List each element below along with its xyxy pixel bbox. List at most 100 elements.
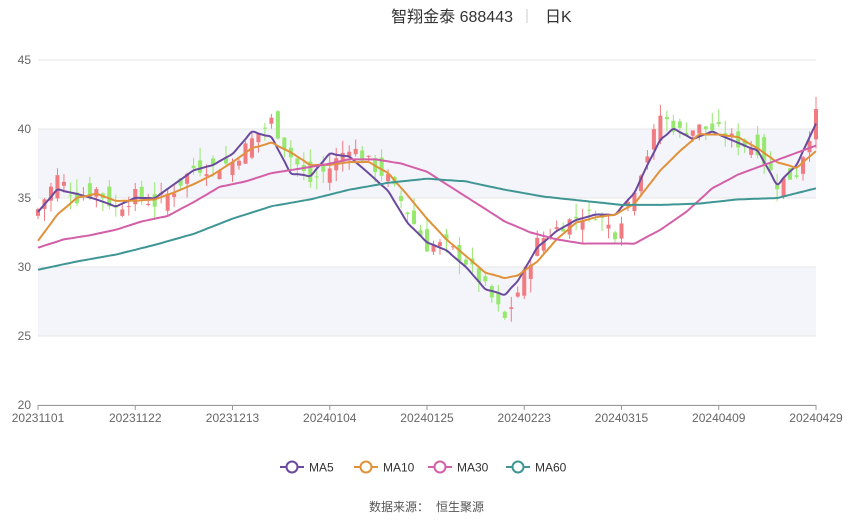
- candle-body: [68, 195, 73, 197]
- chart-title: 智翔金泰 688443 日K: [391, 8, 572, 26]
- x-tick-label: 20240223: [498, 411, 552, 425]
- legend-marker: [511, 460, 525, 474]
- candle-body: [269, 117, 274, 124]
- candle-body: [496, 292, 501, 305]
- source-value: 恒生聚源: [436, 500, 484, 514]
- candle-body: [379, 157, 384, 176]
- ma-line-ma60: [37, 177, 817, 271]
- candle-body: [710, 123, 715, 131]
- chart-title-stock: 智翔金泰 688443: [391, 8, 513, 26]
- candle-body: [126, 206, 131, 208]
- candle-body: [431, 245, 436, 252]
- candle-body: [165, 193, 170, 211]
- candle-body: [139, 186, 144, 199]
- candle-body: [522, 269, 527, 296]
- candle-body: [651, 129, 656, 150]
- candle-body: [703, 126, 708, 130]
- plot-band: [38, 267, 816, 336]
- candle-body: [418, 230, 423, 237]
- candle-body: [262, 127, 267, 129]
- candle-body: [574, 216, 579, 219]
- x-tick-label: 20240125: [400, 411, 454, 425]
- legend-item-ma30: MA30: [428, 460, 489, 475]
- candle-body: [807, 141, 812, 153]
- candle-body: [671, 120, 676, 132]
- candle-body: [690, 130, 695, 136]
- x-tick-label: 20240429: [789, 411, 843, 425]
- y-tick-label: 40: [18, 122, 32, 136]
- candle-body: [528, 264, 533, 279]
- legend-marker: [433, 460, 447, 474]
- ma-line-ma30: [37, 144, 817, 249]
- candle-body: [230, 162, 235, 176]
- candle-body: [645, 156, 650, 163]
- candle-body: [314, 176, 319, 178]
- candle-body: [736, 131, 741, 148]
- candle-body: [353, 148, 358, 155]
- candle-body: [217, 170, 222, 180]
- x-tick-label: 20240315: [595, 411, 649, 425]
- candle-body: [749, 148, 754, 155]
- candle-body: [120, 209, 125, 216]
- chart-title-period: 日K: [545, 9, 572, 26]
- candle-body: [340, 152, 345, 162]
- candle-body: [211, 158, 216, 166]
- candle-body: [613, 232, 618, 240]
- candle-body: [204, 174, 209, 177]
- candle-body: [463, 259, 468, 265]
- plot-bands: [38, 129, 816, 336]
- candle-body: [567, 219, 572, 235]
- candle-body: [768, 162, 773, 171]
- candle-body: [554, 227, 559, 229]
- candle-body: [236, 160, 241, 166]
- candle-body: [541, 238, 546, 251]
- candle-body: [788, 168, 793, 180]
- legend-marker: [285, 460, 299, 474]
- legend-item-ma60: MA60: [506, 460, 567, 475]
- candle-body: [794, 175, 799, 177]
- x-tick-label: 20231101: [12, 411, 65, 425]
- candle-body: [399, 195, 404, 201]
- candle-body: [775, 184, 780, 190]
- candle-body: [386, 174, 391, 182]
- candle-body: [483, 276, 488, 282]
- candle-body: [412, 210, 417, 224]
- candle-body: [606, 224, 611, 229]
- source-label: 数据来源：: [369, 499, 429, 514]
- y-tick-label: 45: [18, 53, 32, 67]
- candle-body: [366, 155, 371, 157]
- candle-body: [801, 157, 806, 174]
- legend-label: MA5: [309, 461, 334, 475]
- x-tick-label: 20240104: [303, 411, 357, 425]
- candle-body: [729, 133, 734, 137]
- candle-body: [677, 121, 682, 128]
- candle-body: [282, 137, 287, 149]
- candle-body: [755, 134, 760, 156]
- candle-body: [224, 157, 229, 164]
- candle-body: [716, 122, 721, 124]
- candle-body: [437, 242, 442, 247]
- moving-average-lines: [37, 123, 817, 296]
- x-axis: 20231101 20231122 20231213 20240104 20240125…: [12, 405, 843, 425]
- candle-body: [405, 212, 410, 215]
- y-tick-label: 25: [18, 329, 32, 343]
- candle-body: [457, 244, 462, 262]
- candle-body: [742, 139, 747, 147]
- legend: MA5 MA10 MA30 MA60: [280, 460, 567, 475]
- candle-body: [697, 124, 702, 134]
- candle-body: [94, 189, 99, 197]
- candle-body: [781, 178, 786, 197]
- ma-line-ma5: [37, 123, 817, 296]
- candle-body: [360, 150, 365, 161]
- candle-body: [48, 186, 53, 201]
- candle-body: [61, 181, 66, 186]
- y-tick-label: 20: [18, 398, 32, 412]
- candle-body: [295, 158, 300, 165]
- candle-body: [580, 220, 585, 230]
- candle-body: [593, 219, 598, 221]
- candle-body: [107, 186, 112, 207]
- legend-label: MA60: [535, 461, 567, 475]
- candle-body: [256, 133, 261, 143]
- candle-body: [658, 115, 663, 141]
